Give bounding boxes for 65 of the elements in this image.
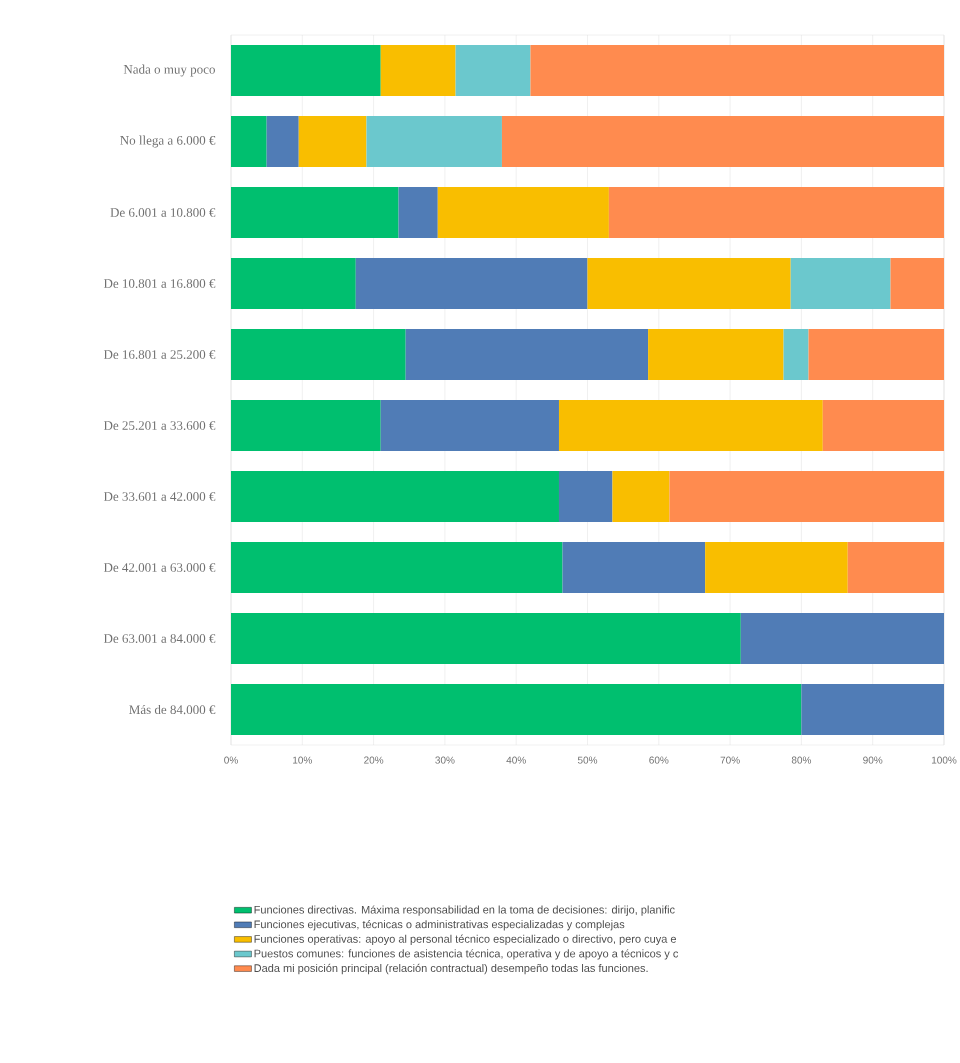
bar <box>355 257 588 310</box>
bar <box>298 115 367 168</box>
x-tick-label: 90% <box>863 756 883 764</box>
x-tick-label: 50% <box>577 756 598 764</box>
legend-label: Puestos comunes: funciones de asistencia técnica, operativa y de apoyo a técnicos y c <box>254 949 679 960</box>
bar <box>230 44 381 97</box>
bar <box>648 328 784 381</box>
bar <box>562 541 706 594</box>
bar <box>398 186 438 239</box>
x-tick-label: 40% <box>506 756 526 764</box>
bar <box>230 399 381 452</box>
bar <box>455 44 531 97</box>
x-tick-label: 10% <box>293 756 312 764</box>
bar <box>790 257 891 310</box>
bar <box>380 399 559 452</box>
bar <box>783 328 809 381</box>
bar <box>230 257 356 310</box>
bar <box>847 541 944 594</box>
legend-label: Funciones operativas: apoyo al personal técnico especializado o directivo, pero cuya e <box>254 934 676 945</box>
bar <box>230 541 563 594</box>
y-tick-label: Más de 84.000 € <box>129 704 216 715</box>
legend-label: Funciones ejecutivas, técnicas o administrativas especializadas y complejas <box>254 920 625 931</box>
y-tick-label: No llega a 6.000 € <box>120 135 216 148</box>
x-tick-label: 30% <box>435 756 455 764</box>
bar <box>230 470 559 523</box>
bar <box>822 399 944 452</box>
x-tick-label: 70% <box>720 756 740 764</box>
bar <box>230 186 399 239</box>
bar <box>808 328 944 381</box>
legend-label: Funciones directivas. Máxima responsabilidad en la toma de decisiones: dirijo, planific <box>254 905 675 916</box>
y-tick-label: De 33.601 a 42.000 € <box>103 492 216 501</box>
x-tick-label: 20% <box>364 756 384 764</box>
bar <box>501 115 944 168</box>
bar <box>366 115 502 168</box>
bar <box>890 257 944 310</box>
bar <box>558 399 823 452</box>
bar <box>230 683 802 736</box>
y-tick-label: Nada o muy poco <box>123 64 215 77</box>
bar <box>230 328 406 381</box>
bar <box>740 612 944 665</box>
bar <box>669 470 944 523</box>
y-tick-label: De 42.001 a 63.000 € <box>103 563 216 572</box>
legend-label: Dada mi posición principal (relación contractual) desempeño todas las funciones. <box>254 963 648 975</box>
bar <box>437 186 609 239</box>
x-tick-label: 0% <box>224 756 238 764</box>
y-tick-label: De 25.201 a 33.600 € <box>103 421 216 430</box>
x-tick-label: 60% <box>649 756 669 764</box>
x-tick-label: 100% <box>931 756 957 764</box>
bar <box>608 186 944 239</box>
bar <box>230 612 741 665</box>
bar <box>612 470 670 523</box>
x-tick-label: 80% <box>791 756 812 764</box>
bar <box>380 44 456 97</box>
bar <box>266 115 299 168</box>
bar <box>558 470 613 523</box>
y-tick-label: De 63.001 a 84.000 € <box>103 634 216 643</box>
bar <box>230 115 267 168</box>
y-tick-label: De 10.801 a 16.800 € <box>103 279 216 288</box>
bar <box>587 257 791 310</box>
bar <box>530 44 944 97</box>
bar <box>705 541 848 594</box>
y-tick-label: De 16.801 a 25.200 € <box>103 350 216 359</box>
bar <box>801 683 944 736</box>
bar <box>405 328 649 381</box>
y-tick-label: De 6.001 a 10.800 € <box>110 208 216 217</box>
